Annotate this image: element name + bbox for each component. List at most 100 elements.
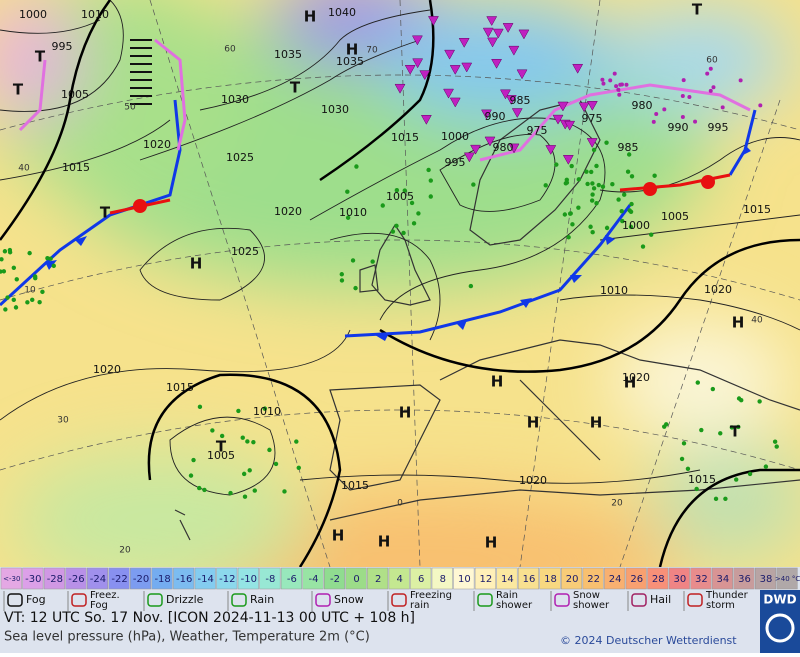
scale-cell bbox=[194, 567, 216, 590]
rain-symbol bbox=[241, 471, 247, 477]
snow-symbol bbox=[720, 105, 725, 110]
rain-symbol bbox=[390, 229, 396, 234]
rain-symbol bbox=[251, 439, 256, 445]
legend-label: Fog bbox=[90, 600, 108, 611]
isobar-label: 985 bbox=[510, 94, 531, 107]
isobar-label: 975 bbox=[527, 124, 548, 137]
snow-symbol bbox=[654, 112, 659, 117]
scale-cell bbox=[173, 567, 195, 590]
rain-symbol bbox=[354, 164, 359, 169]
legend-label: Freez. bbox=[90, 590, 120, 601]
weather-legend: Fog Freez.Fog Drizzle Rain Snow FreezingrainR… bbox=[3, 590, 749, 611]
snow-shower-symbol bbox=[502, 23, 514, 33]
rain-symbol bbox=[416, 211, 421, 216]
isobar-label: 995 bbox=[445, 156, 466, 169]
pressure-center: H bbox=[732, 314, 745, 332]
rain-symbol bbox=[619, 208, 624, 214]
rain-symbol bbox=[471, 182, 476, 187]
snow-shower-symbol bbox=[572, 63, 584, 74]
scale-label: -16 bbox=[176, 574, 192, 585]
rain-symbol bbox=[628, 224, 634, 230]
rain-symbol bbox=[411, 221, 417, 226]
rain-symbol bbox=[350, 258, 356, 263]
rain-symbol bbox=[25, 300, 30, 305]
map-labels: 1000 101099510051015102010251030103510401… bbox=[13, 1, 771, 556]
scale-label: -14 bbox=[198, 574, 214, 585]
isobar-label: 1000 bbox=[19, 8, 47, 21]
scale-cell bbox=[582, 567, 604, 590]
scale-cell bbox=[259, 567, 281, 590]
scale-label: 36 bbox=[738, 574, 751, 585]
rain-symbol bbox=[401, 230, 406, 236]
snow-shower-symbol bbox=[511, 108, 523, 119]
scale-cell bbox=[216, 567, 238, 590]
scale-cell bbox=[43, 567, 65, 590]
snow-symbol bbox=[600, 77, 605, 82]
rain-symbol bbox=[202, 487, 207, 493]
rain-symbol bbox=[402, 188, 407, 193]
rain-symbol bbox=[625, 169, 631, 174]
rain-symbol bbox=[426, 167, 431, 173]
rain-symbol bbox=[14, 277, 19, 282]
snow-shower-symbol bbox=[449, 97, 461, 108]
snow-shower-symbol bbox=[586, 138, 598, 148]
rain-symbol bbox=[296, 465, 301, 470]
snow-shower-symbol bbox=[505, 95, 517, 105]
snow-shower-symbol bbox=[461, 62, 473, 73]
rain-symbol bbox=[0, 257, 4, 262]
scale-label: -12 bbox=[219, 574, 235, 585]
pressure-center: H bbox=[485, 534, 498, 552]
scale-cell bbox=[22, 567, 44, 590]
snow-shower-symbol bbox=[420, 115, 432, 125]
rain-symbol bbox=[197, 404, 203, 410]
isobar-label: 1035 bbox=[336, 55, 364, 68]
isobar-label: 1010 bbox=[253, 405, 281, 418]
scale-label: 30 bbox=[673, 574, 686, 585]
snow-shower-symbol bbox=[564, 120, 576, 131]
scale-label: >40 °C bbox=[775, 575, 800, 583]
rain-symbol bbox=[584, 169, 589, 174]
rain-symbol bbox=[610, 181, 615, 187]
snow-shower-symbol bbox=[518, 29, 530, 40]
pressure-center: T bbox=[290, 79, 301, 97]
legend-label: Drizzle bbox=[166, 593, 204, 606]
isobar-label: 1020 bbox=[143, 138, 171, 151]
rain-symbol bbox=[228, 490, 233, 496]
scale-cell bbox=[367, 567, 389, 590]
rain-symbol bbox=[294, 439, 299, 444]
snow-shower-symbol bbox=[449, 65, 461, 75]
legend-label: shower bbox=[496, 600, 533, 611]
scale-cell bbox=[647, 567, 669, 590]
rain-symbol bbox=[345, 215, 351, 220]
scale-label: 14 bbox=[501, 574, 514, 585]
scale-cell bbox=[496, 567, 518, 590]
map: 1000 101099510051015102010251030103510401… bbox=[0, 0, 800, 567]
scale-cell bbox=[474, 567, 496, 590]
isotherm-label: 20 bbox=[119, 546, 131, 556]
snow-shower-symbol bbox=[412, 58, 424, 69]
scale-label: -28 bbox=[47, 574, 63, 585]
snow-shower-symbol bbox=[419, 70, 431, 81]
snow-symbol bbox=[618, 82, 623, 87]
isobar-label: 1020 bbox=[93, 363, 121, 376]
isobar-label: 1020 bbox=[519, 474, 547, 487]
rain-symbol bbox=[566, 235, 571, 240]
scale-label: 12 bbox=[480, 574, 493, 585]
rain-symbol bbox=[240, 435, 245, 440]
legend-label: rain bbox=[410, 600, 429, 611]
rain-symbol bbox=[594, 163, 599, 169]
pressure-center: H bbox=[332, 527, 345, 545]
rain-symbol bbox=[699, 427, 704, 433]
legend-label: Snow bbox=[573, 590, 600, 601]
snow-shower-symbol bbox=[562, 155, 574, 165]
rain-symbol bbox=[627, 208, 632, 213]
snow-symbol bbox=[680, 114, 685, 119]
snow-symbol bbox=[608, 78, 613, 83]
scale-cell bbox=[345, 567, 367, 590]
isobar-label: 1025 bbox=[231, 245, 259, 258]
rain-symbol bbox=[604, 140, 609, 145]
scale-label: 28 bbox=[652, 574, 665, 585]
rain-symbol bbox=[3, 307, 8, 312]
rain-symbol bbox=[629, 201, 634, 207]
pressure-center: T bbox=[13, 81, 24, 99]
